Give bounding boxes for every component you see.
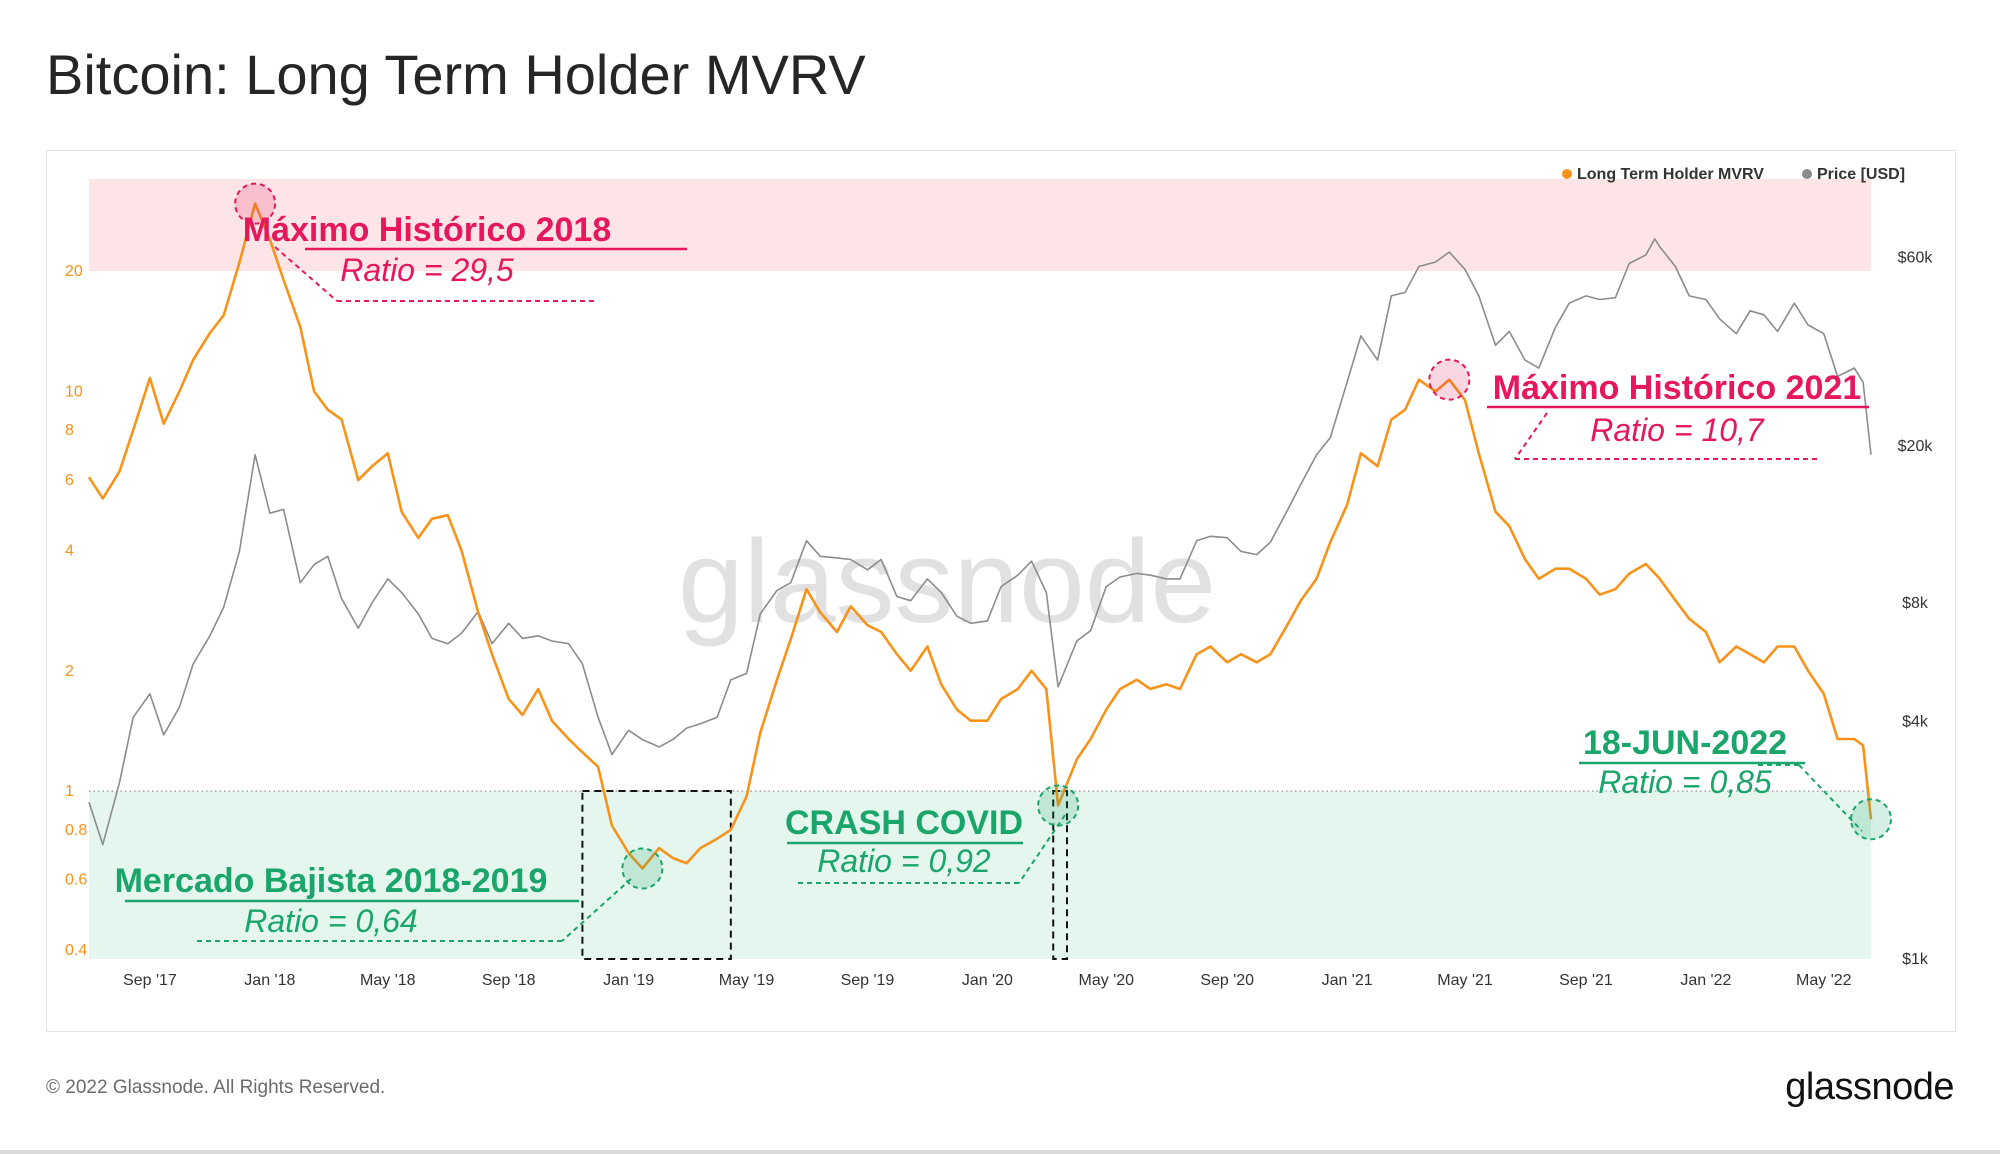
x-tick-label: May '19: [719, 972, 775, 989]
annotation-title: Máximo Histórico 2021: [1493, 369, 1861, 407]
left-tick-label: 4: [65, 542, 74, 559]
left-tick-label: 0.8: [65, 822, 87, 839]
left-tick-label: 0.4: [65, 942, 87, 959]
price-line: [88, 238, 1872, 846]
annotation-marker-4: [1850, 798, 1892, 841]
legend-marker: [1562, 169, 1572, 179]
x-tick-label: Jan '19: [603, 972, 654, 989]
highlight-ranges: [581, 790, 1068, 960]
x-tick-label: May '20: [1079, 972, 1135, 989]
right-tick-label: $8k: [1902, 595, 1929, 612]
annotation-leader: [1798, 764, 1863, 832]
left-tick-label: 8: [65, 422, 74, 439]
right-tick-label: $1k: [1902, 951, 1929, 968]
mvrv-line: [87, 202, 1873, 870]
annotation-leader: [1514, 412, 1548, 460]
left-tick-label: 0.6: [65, 872, 87, 889]
x-axis-ticks: Sep '17 Jan '18 May '18 Sep '18 Jan '19 May '…: [123, 972, 1852, 989]
annotation-marker-3: [1037, 784, 1080, 827]
right-tick-label: $60k: [1898, 250, 1934, 267]
x-tick-label: Jan '22: [1680, 972, 1731, 989]
x-tick-label: May '18: [360, 972, 416, 989]
zones: [89, 179, 1871, 959]
annotation-marker-0: [234, 182, 277, 225]
x-tick-label: Jan '18: [244, 972, 295, 989]
left-axis-ticks: 0.4 0.6 0.8 1 2 4 6 8 10 20: [65, 263, 87, 959]
left-tick-label: 20: [65, 263, 83, 280]
bottom-divider: [0, 1150, 2000, 1154]
x-tick-label: May '21: [1437, 972, 1493, 989]
right-tick-label: $4k: [1902, 714, 1929, 731]
glassnode-logo[interactable]: glassnode: [1785, 1066, 1954, 1108]
page-title: Bitcoin: Long Term Holder MVRV: [46, 43, 866, 106]
annotation-subtitle: Ratio = 0,85: [1598, 764, 1772, 800]
footer-copyright: © 2022 Glassnode. All Rights Reserved.: [46, 1077, 386, 1098]
legend-marker: [1802, 169, 1812, 179]
zone-high: [89, 179, 1871, 272]
annotation-marker-2: [621, 847, 664, 890]
series-lines: [87, 202, 1873, 870]
left-tick-label: 10: [65, 383, 83, 400]
annotation-marker-1: [1428, 358, 1471, 401]
highlight-range-0: [581, 790, 732, 960]
annotation-subtitle: Ratio = 0,64: [244, 903, 417, 939]
annotation-subtitle: Ratio = 0,92: [817, 843, 991, 879]
right-tick-label: $20k: [1898, 438, 1934, 455]
zone-low: [89, 791, 1871, 959]
x-tick-label: Sep '18: [482, 972, 536, 989]
legend-entry: Price [USD]: [1817, 166, 1905, 183]
right-axis-ticks: $1k $4k $8k $20k $60k: [1898, 250, 1934, 968]
watermark: glassnode: [678, 516, 1216, 648]
annotation-title: Máximo Histórico 2018: [243, 211, 611, 249]
left-tick-label: 2: [65, 663, 74, 680]
ltm-mvrv-chart: glassnode 0.4 0.6 0.8 1 2 4 6 8 10 20 $1k $4k $8k $2…: [65, 166, 1934, 989]
annotation-title: 18-JUN-2022: [1583, 724, 1787, 762]
x-tick-label: Sep '20: [1200, 972, 1254, 989]
x-tick-label: May '22: [1796, 972, 1852, 989]
legend: Long Term Holder MVRV Price [USD]: [1562, 166, 1905, 183]
x-tick-label: Jan '21: [1322, 972, 1373, 989]
chart-panel: glassnode 0.4 0.6 0.8 1 2 4 6 8 10 20 $1k $4k $8k $2…: [46, 150, 1956, 1032]
annotation-leader: [1018, 814, 1066, 884]
left-tick-label: 6: [65, 472, 74, 489]
legend-entry: Long Term Holder MVRV: [1577, 166, 1764, 183]
annotation-leader: [274, 246, 338, 302]
annotation-leader: [561, 878, 632, 942]
annotation-subtitle: Ratio = 10,7: [1590, 412, 1765, 448]
annotation-title: CRASH COVID: [785, 804, 1023, 842]
x-tick-label: Jan '20: [962, 972, 1013, 989]
annotation-title: Mercado Bajista 2018-2019: [115, 862, 548, 900]
annotation-subtitle: Ratio = 29,5: [340, 252, 514, 288]
left-tick-label: 1: [65, 783, 74, 800]
highlight-range-1: [1052, 790, 1068, 960]
x-tick-label: Sep '17: [123, 972, 177, 989]
x-tick-label: Sep '21: [1559, 972, 1613, 989]
x-tick-label: Sep '19: [841, 972, 895, 989]
